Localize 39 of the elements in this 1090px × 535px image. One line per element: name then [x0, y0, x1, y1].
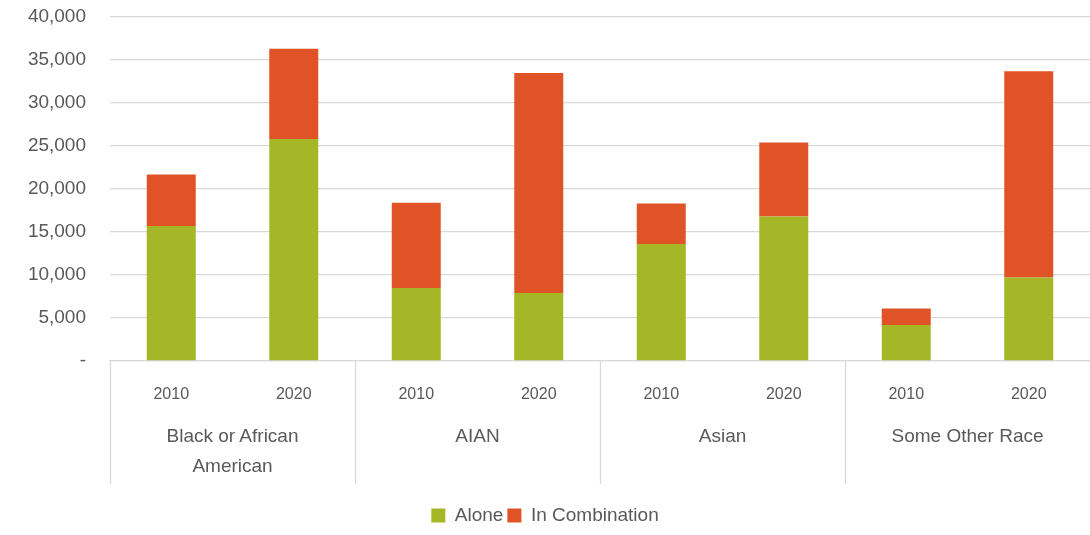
legend-label: In Combination [530, 503, 659, 525]
bar [269, 139, 319, 361]
y-tick-label: 10,000 [27, 263, 86, 285]
x-tick-label: 2020 [275, 385, 312, 403]
y-tick-label: 5,000 [38, 306, 86, 328]
bar [514, 72, 564, 294]
text: Black or African American [166, 425, 299, 477]
bar [1004, 277, 1054, 361]
bar [881, 308, 931, 325]
x-tick-label: 2010 [153, 385, 190, 403]
bar [759, 142, 809, 217]
bar [514, 293, 564, 361]
text: AIAN [455, 425, 500, 447]
y-tick-label: 35,000 [27, 48, 86, 70]
text: Some Other Race [891, 425, 1044, 447]
bar [391, 202, 441, 288]
bar [146, 174, 196, 226]
bar [269, 48, 319, 140]
x-tick-label: 2020 [765, 385, 802, 403]
y-tick-label: 15,000 [27, 220, 86, 242]
bar [1004, 71, 1054, 278]
bar [759, 216, 809, 361]
bar [881, 324, 931, 361]
bar [391, 287, 441, 361]
text: Asian [698, 425, 747, 447]
x-tick-label: 2010 [643, 385, 680, 403]
x-tick-label: 2010 [888, 385, 925, 403]
bar [146, 225, 196, 361]
legend-label: Alone [454, 503, 504, 525]
bar [636, 244, 686, 361]
y-tick-label: 25,000 [27, 134, 86, 156]
y-tick-label: 20,000 [27, 177, 86, 199]
y-tick-label: 40,000 [27, 5, 86, 27]
x-tick-label: 2010 [398, 385, 435, 403]
bar [636, 203, 686, 245]
y-tick-label: - [79, 349, 86, 371]
y-tick-label: 30,000 [27, 91, 86, 113]
x-tick-label: 2020 [1010, 385, 1047, 403]
x-tick-label: 2020 [520, 385, 557, 403]
